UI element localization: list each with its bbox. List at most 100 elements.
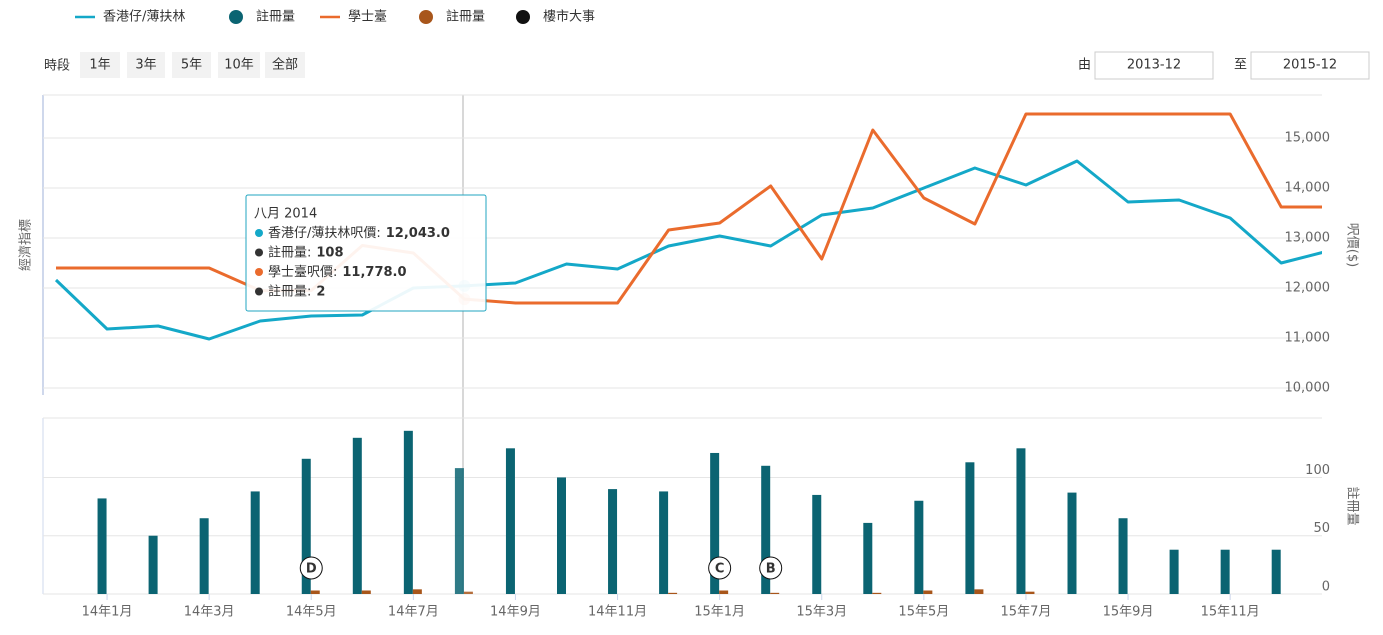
- legend-dot: [419, 10, 433, 24]
- bar: [1025, 591, 1035, 594]
- bar: [1016, 448, 1026, 594]
- bar: [1271, 549, 1281, 594]
- event-label: D: [306, 562, 317, 577]
- bar: [719, 590, 729, 594]
- bar: [863, 522, 873, 594]
- bar: [1220, 549, 1230, 594]
- y-tick-label: 14,000: [1285, 181, 1331, 196]
- tooltip-dot: [255, 248, 263, 257]
- y2-axis-label: 呎價($): [1345, 223, 1360, 267]
- x-tick-label: 15年1月: [694, 605, 745, 620]
- bar: [412, 589, 422, 594]
- x-tick-label: 15年3月: [796, 605, 847, 620]
- tooltip-title: 八月 2014: [254, 207, 317, 222]
- bar: [250, 491, 260, 594]
- bar: [1067, 492, 1077, 594]
- y3-axis-label: 註冊量: [1345, 486, 1360, 525]
- range-button-label[interactable]: 全部: [272, 57, 298, 73]
- tooltip-value: 11,778.0: [342, 265, 406, 280]
- bar: [668, 592, 678, 594]
- range-button-label[interactable]: 1年: [89, 58, 110, 73]
- bar: [403, 430, 413, 594]
- x-tick-label: 14年5月: [286, 605, 337, 620]
- bar: [310, 590, 320, 594]
- bar: [770, 592, 780, 594]
- bar: [914, 500, 924, 594]
- bar: [352, 437, 362, 594]
- to-value[interactable]: 2015-12: [1283, 58, 1337, 73]
- legend-label[interactable]: 香港仔/薄扶林: [103, 10, 185, 25]
- tooltip-label: 香港仔/薄扶林呎價:: [268, 226, 381, 241]
- range-button[interactable]: [80, 52, 120, 78]
- x-tick-label: 15年7月: [1001, 605, 1052, 620]
- y2-tick-label: 50: [1313, 521, 1330, 536]
- range-button[interactable]: [172, 52, 211, 78]
- bar: [505, 448, 515, 594]
- x-tick-label: 15年5月: [898, 605, 949, 620]
- bar: [1169, 549, 1179, 594]
- legend-label[interactable]: 學士臺: [348, 10, 387, 25]
- tooltip-dot: [255, 287, 263, 296]
- x-tick-label: 15年9月: [1103, 605, 1154, 620]
- tooltip-dot: [255, 268, 263, 276]
- to-input[interactable]: [1250, 51, 1370, 80]
- x-tick-label: 14年1月: [82, 605, 133, 620]
- tooltip-value: 2: [316, 284, 325, 299]
- range-button[interactable]: [265, 52, 305, 78]
- x-tick-label: 14年7月: [388, 605, 439, 620]
- event-marker[interactable]: [759, 556, 783, 580]
- legend-dot: [516, 10, 530, 24]
- range-button-label[interactable]: 10年: [224, 58, 254, 73]
- event-label: B: [766, 562, 776, 577]
- from-label: 由: [1078, 58, 1091, 73]
- range-button-label[interactable]: 5年: [181, 58, 202, 73]
- tooltip: [245, 194, 487, 312]
- tooltip-row: 註冊量: 2: [268, 284, 325, 299]
- range-button[interactable]: [218, 52, 260, 78]
- bar: [1118, 518, 1128, 594]
- legend-label[interactable]: 註冊量: [256, 10, 295, 25]
- range-button-label[interactable]: 3年: [135, 58, 156, 73]
- event-label: C: [715, 562, 725, 577]
- bar: [761, 465, 771, 594]
- period-label: 時段: [44, 59, 70, 74]
- bar: [812, 494, 822, 594]
- tooltip-row: 香港仔/薄扶林呎價: 12,043.0: [268, 226, 450, 241]
- y2-tick-label: 0: [1322, 580, 1330, 595]
- bar: [974, 589, 984, 594]
- from-input[interactable]: [1094, 51, 1214, 80]
- bar: [608, 489, 618, 594]
- event-marker[interactable]: [299, 556, 323, 580]
- bar: [965, 462, 975, 594]
- tooltip-value: 12,043.0: [386, 226, 450, 241]
- event-marker[interactable]: [708, 556, 732, 580]
- x-tick-label: 14年11月: [588, 605, 647, 620]
- tooltip-label: 註冊量:: [268, 245, 311, 260]
- x-tick-label: 15年11月: [1201, 605, 1260, 620]
- bar: [301, 458, 311, 594]
- tooltip-label: 註冊量:: [268, 284, 311, 299]
- bar: [148, 535, 158, 594]
- tooltip-row: 註冊量: 108: [268, 245, 344, 260]
- bar: [97, 498, 107, 594]
- to-label: 至: [1234, 58, 1247, 73]
- x-tick-label: 14年9月: [490, 605, 541, 620]
- y-tick-label: 13,000: [1285, 231, 1331, 246]
- y-axis-label: 經濟指標: [18, 219, 34, 271]
- bar: [659, 491, 669, 594]
- legend-label[interactable]: 註冊量: [446, 10, 485, 25]
- y-tick-label: 15,000: [1285, 131, 1331, 146]
- bar: [872, 592, 882, 594]
- bar: [557, 477, 566, 594]
- y-tick-label: 11,000: [1285, 331, 1331, 346]
- y2-tick-label: 100: [1305, 463, 1330, 478]
- tooltip-row: 學士臺呎價: 11,778.0: [268, 265, 407, 280]
- from-value[interactable]: 2013-12: [1127, 58, 1181, 73]
- bar: [199, 518, 209, 594]
- x-tick-label: 14年3月: [184, 605, 235, 620]
- line-series: [54, 159, 1322, 341]
- range-button[interactable]: [127, 52, 165, 78]
- legend-label[interactable]: 樓市大事: [543, 9, 595, 25]
- tooltip-label: 學士臺呎價:: [268, 265, 337, 280]
